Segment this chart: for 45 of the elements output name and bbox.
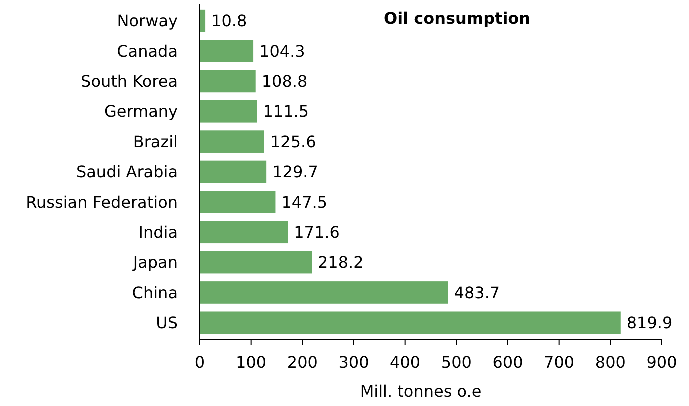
data-label: 10.8 [212,12,248,31]
data-label: 108.8 [262,72,308,92]
y-tick-label: Russian Federation [26,192,178,212]
x-tick-label: 800 [595,353,626,372]
y-tick-label: Germany [104,102,178,122]
bar [200,100,258,123]
data-label: 819.9 [626,314,673,333]
x-tick-label: 400 [390,353,421,372]
y-tick-label: China [132,283,178,302]
chart-title: Oil consumption [384,9,531,28]
bar [200,191,276,214]
data-label: 111.5 [263,102,310,122]
data-label: 125.6 [270,132,316,152]
bar [200,70,256,93]
data-label: 483.7 [454,283,500,302]
bar [200,221,288,244]
bar [200,312,621,334]
y-tick-label: Brazil [133,132,178,152]
bar [200,10,206,32]
x-axis-title: Mill. tonnes o.e [360,382,482,401]
bar [200,251,312,274]
y-tick-label: US [156,314,178,333]
x-tick-label: 0 [194,353,206,372]
data-label: 129.7 [272,162,318,182]
data-label: 104.3 [260,42,306,61]
data-label: 147.5 [282,192,328,212]
y-tick-label: India [138,222,178,242]
x-tick-label: 900 [646,353,678,372]
data-label: 218.2 [318,253,364,272]
x-tick-label: 300 [338,353,370,372]
y-tick-label: Norway [117,12,178,31]
y-tick-label: Saudi Arabia [76,162,178,182]
bar [200,282,448,304]
y-tick-label: South Korea [81,72,178,92]
y-tick-label: Canada [117,42,178,61]
y-tick-label: Japan [132,253,178,272]
bar [200,130,264,153]
x-tick-label: 500 [441,353,472,372]
x-tick-label: 100 [236,353,267,372]
x-tick-label: 200 [287,353,318,372]
bar [200,40,254,62]
x-tick-label: 700 [544,353,575,372]
x-tick-label: 600 [492,353,524,372]
bar [200,160,267,184]
data-label: 171.6 [294,222,340,242]
